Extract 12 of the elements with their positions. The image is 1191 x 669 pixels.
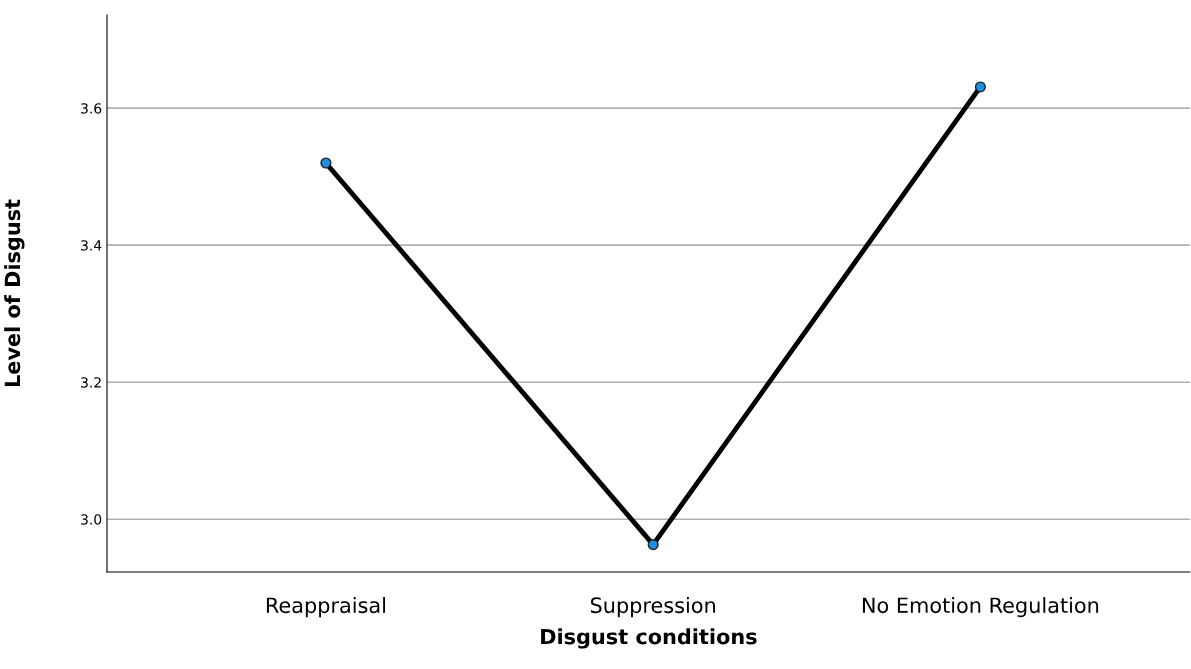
x-tick-label: Reappraisal — [266, 597, 386, 618]
x-tick-label: No Emotion Regulation — [862, 597, 1099, 618]
point — [320, 157, 332, 169]
y-tick-label: 3.0 — [81, 514, 102, 525]
y-tick-label: 3.6 — [81, 103, 102, 114]
point — [647, 539, 659, 551]
x-axis-title: Disgust conditions — [541, 628, 757, 649]
point — [974, 81, 986, 93]
x-tick-label: Suppression — [590, 597, 715, 618]
y-tick-label: 3.2 — [81, 377, 101, 388]
y-axis-title: Level of Disgust — [4, 199, 25, 387]
y-tick-label: 3.4 — [81, 240, 102, 251]
